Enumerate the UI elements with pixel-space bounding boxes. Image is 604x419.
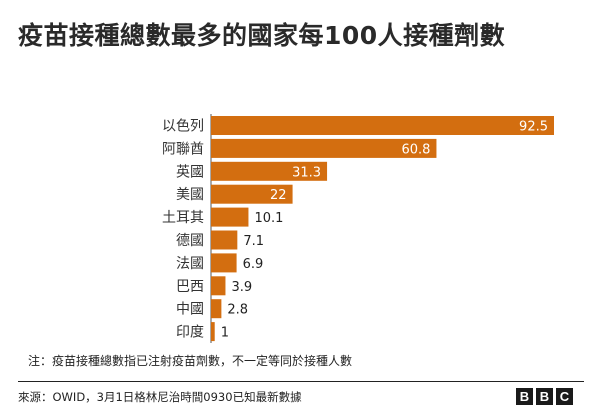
- footer-divider: [18, 381, 584, 382]
- category-label: 中國: [176, 302, 204, 318]
- value-label: 22: [270, 188, 287, 203]
- bbc-logo: B B C: [516, 388, 573, 405]
- category-label: 巴西: [176, 279, 204, 295]
- bar: [211, 299, 222, 319]
- chart-source: 來源：OWID，3月1日格林尼治時間0930已知最新數據: [18, 390, 302, 404]
- value-label: 7.1: [243, 234, 264, 249]
- logo-letter: C: [556, 388, 573, 405]
- bar: [211, 230, 238, 250]
- bar: [211, 253, 237, 273]
- bar: [211, 276, 226, 296]
- bar: [211, 161, 328, 181]
- value-label: 92.5: [519, 120, 548, 135]
- value-label: 10.1: [254, 211, 283, 226]
- chart-title: 疫苗接種總數最多的國家每100人接種劑數: [18, 21, 506, 50]
- value-label: 6.9: [243, 257, 264, 272]
- chart-note: 注：疫苗接種總數指已注射疫苗劑數，不一定等同於接種人數: [28, 354, 353, 368]
- category-label: 法國: [176, 256, 204, 272]
- value-label: 1: [221, 326, 229, 341]
- logo-letter: B: [516, 388, 533, 405]
- category-label: 土耳其: [162, 210, 204, 226]
- category-label: 美國: [176, 187, 204, 203]
- bar: [211, 184, 293, 204]
- category-label: 阿聯酋: [162, 140, 204, 157]
- value-label: 60.8: [401, 142, 430, 157]
- value-label: 3.9: [231, 280, 252, 295]
- category-label: 英國: [176, 163, 204, 180]
- bar: [211, 322, 215, 342]
- value-label: 31.3: [292, 165, 321, 180]
- logo-letter: B: [536, 388, 553, 405]
- bar: [211, 138, 437, 158]
- category-label: 印度: [176, 325, 204, 341]
- bar: [211, 207, 249, 227]
- category-label: 德國: [176, 233, 204, 249]
- category-label: 以色列: [162, 118, 204, 135]
- bar-chart: 以色列 92.5 阿聯酋 60.8 英國 31.3 美國 22 土耳其 10.1 德國 7.1 法國 6.…: [162, 114, 554, 343]
- bar: [211, 116, 554, 135]
- value-label: 2.8: [227, 303, 248, 318]
